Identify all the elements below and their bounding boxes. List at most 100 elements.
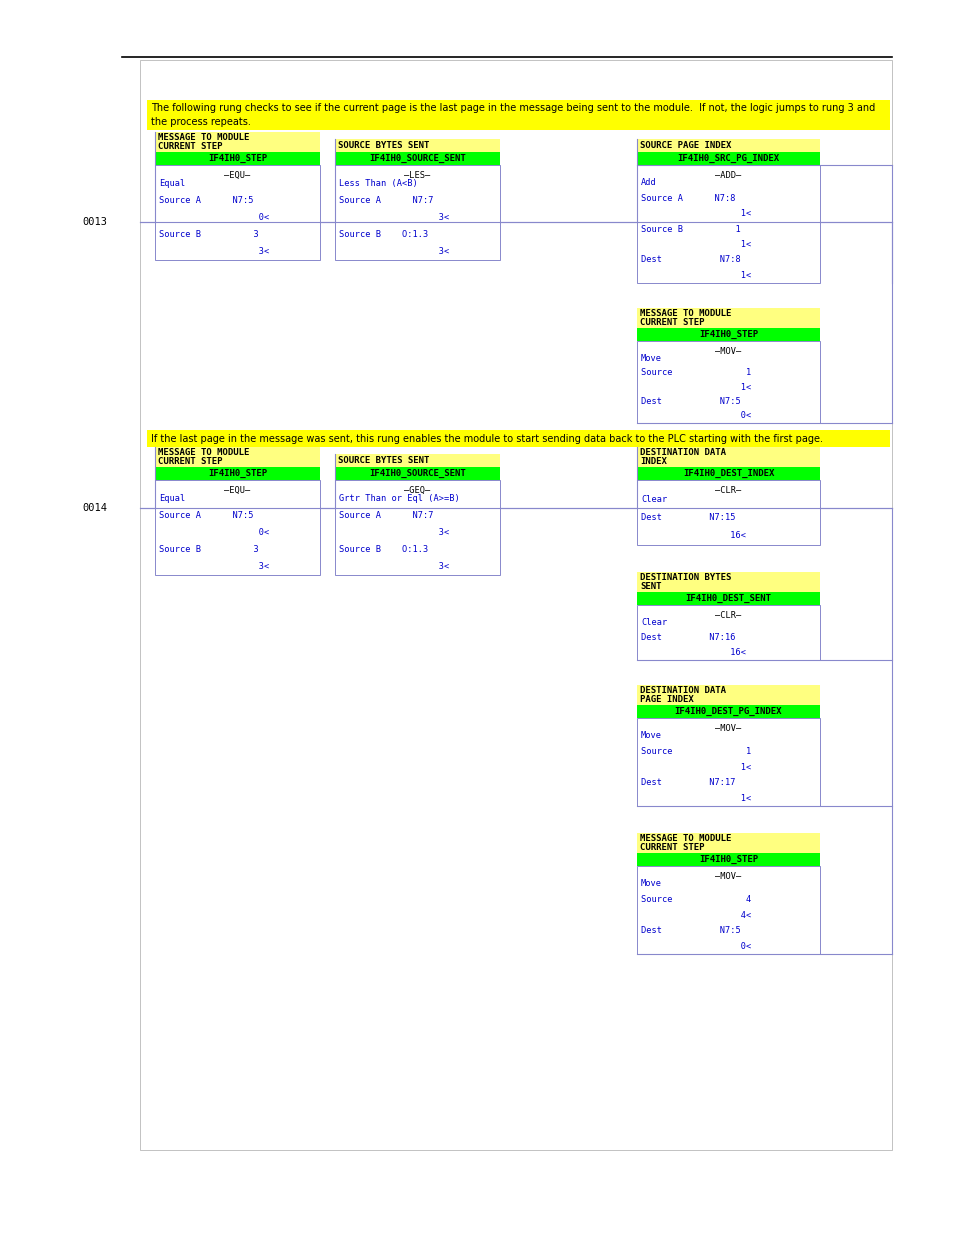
Text: 1<: 1< bbox=[640, 209, 750, 219]
Text: Source              1: Source 1 bbox=[640, 747, 750, 756]
FancyBboxPatch shape bbox=[335, 165, 499, 261]
Text: 16<: 16< bbox=[640, 648, 745, 657]
Text: IF4IH0_SOURCE_SENT: IF4IH0_SOURCE_SENT bbox=[369, 469, 465, 478]
Text: 1<: 1< bbox=[640, 794, 750, 803]
Text: 3<: 3< bbox=[338, 212, 449, 222]
Text: Move: Move bbox=[640, 353, 661, 363]
Text: 4<: 4< bbox=[640, 910, 750, 920]
FancyBboxPatch shape bbox=[637, 832, 820, 853]
Text: MESSAGE TO MODULE
CURRENT STEP: MESSAGE TO MODULE CURRENT STEP bbox=[158, 132, 249, 152]
FancyBboxPatch shape bbox=[154, 152, 319, 165]
Text: Equal: Equal bbox=[159, 494, 185, 503]
Text: Dest         N7:16: Dest N7:16 bbox=[640, 634, 735, 642]
Text: SOURCE PAGE INDEX: SOURCE PAGE INDEX bbox=[639, 141, 731, 149]
Text: 0<: 0< bbox=[159, 212, 269, 222]
Text: 3<: 3< bbox=[338, 562, 449, 571]
Text: Add: Add bbox=[640, 178, 656, 188]
FancyBboxPatch shape bbox=[637, 853, 820, 866]
Text: 0013: 0013 bbox=[82, 217, 108, 227]
Text: Source A      N7:5: Source A N7:5 bbox=[159, 196, 253, 205]
FancyBboxPatch shape bbox=[637, 447, 820, 467]
Text: —EQU—: —EQU— bbox=[224, 487, 251, 495]
FancyBboxPatch shape bbox=[637, 718, 820, 806]
Text: Source B    O:1.3: Source B O:1.3 bbox=[338, 230, 428, 240]
Text: Move: Move bbox=[640, 731, 661, 740]
FancyBboxPatch shape bbox=[637, 592, 820, 605]
FancyBboxPatch shape bbox=[637, 165, 820, 283]
FancyBboxPatch shape bbox=[637, 152, 820, 165]
Text: —GEQ—: —GEQ— bbox=[404, 487, 430, 495]
Text: Equal: Equal bbox=[159, 179, 185, 188]
Text: Clear: Clear bbox=[640, 618, 666, 627]
FancyBboxPatch shape bbox=[637, 341, 820, 424]
Text: DESTINATION BYTES
SENT: DESTINATION BYTES SENT bbox=[639, 573, 731, 592]
Text: 1<: 1< bbox=[640, 240, 750, 249]
FancyBboxPatch shape bbox=[154, 480, 319, 576]
FancyBboxPatch shape bbox=[637, 572, 820, 592]
Text: —ADD—: —ADD— bbox=[715, 170, 740, 180]
Text: IF4IH0_SRC_PG_INDEX: IF4IH0_SRC_PG_INDEX bbox=[677, 154, 779, 163]
FancyBboxPatch shape bbox=[335, 140, 499, 152]
Text: 1<: 1< bbox=[640, 270, 750, 280]
FancyBboxPatch shape bbox=[154, 132, 319, 152]
Text: Source B    O:1.3: Source B O:1.3 bbox=[338, 545, 428, 555]
FancyBboxPatch shape bbox=[154, 447, 319, 467]
Text: Dest         N7:17: Dest N7:17 bbox=[640, 778, 735, 787]
Text: Source B          1: Source B 1 bbox=[640, 225, 740, 233]
Text: Source              1: Source 1 bbox=[640, 368, 750, 377]
Text: Clear: Clear bbox=[640, 495, 666, 504]
FancyBboxPatch shape bbox=[637, 705, 820, 718]
Text: IF4IH0_STEP: IF4IH0_STEP bbox=[699, 330, 758, 340]
Text: 16<: 16< bbox=[640, 531, 745, 541]
Text: 3<: 3< bbox=[159, 247, 269, 256]
Text: DESTINATION DATA
PAGE INDEX: DESTINATION DATA PAGE INDEX bbox=[639, 685, 725, 704]
Text: IF4IH0_STEP: IF4IH0_STEP bbox=[699, 855, 758, 864]
Text: 0014: 0014 bbox=[82, 503, 108, 513]
Text: Dest           N7:5: Dest N7:5 bbox=[640, 926, 740, 935]
Text: SOURCE BYTES SENT: SOURCE BYTES SENT bbox=[337, 456, 429, 466]
FancyBboxPatch shape bbox=[147, 100, 889, 130]
FancyBboxPatch shape bbox=[335, 152, 499, 165]
Text: —CLR—: —CLR— bbox=[715, 487, 740, 495]
Text: Source B          3: Source B 3 bbox=[159, 230, 258, 240]
Text: MESSAGE TO MODULE
CURRENT STEP: MESSAGE TO MODULE CURRENT STEP bbox=[639, 834, 731, 852]
Text: Move: Move bbox=[640, 879, 661, 888]
Text: —CLR—: —CLR— bbox=[715, 611, 740, 620]
FancyBboxPatch shape bbox=[335, 454, 499, 467]
Text: —EQU—: —EQU— bbox=[224, 170, 251, 180]
Text: 3<: 3< bbox=[338, 529, 449, 537]
FancyBboxPatch shape bbox=[147, 430, 889, 447]
Text: —LES—: —LES— bbox=[404, 170, 430, 180]
FancyBboxPatch shape bbox=[637, 866, 820, 953]
Text: —MOV—: —MOV— bbox=[715, 872, 740, 881]
Text: MESSAGE TO MODULE
CURRENT STEP: MESSAGE TO MODULE CURRENT STEP bbox=[639, 309, 731, 327]
FancyBboxPatch shape bbox=[637, 329, 820, 341]
Text: MESSAGE TO MODULE
CURRENT STEP: MESSAGE TO MODULE CURRENT STEP bbox=[158, 447, 249, 467]
Text: Grtr Than or Eql (A>=B): Grtr Than or Eql (A>=B) bbox=[338, 494, 459, 503]
FancyBboxPatch shape bbox=[637, 685, 820, 705]
Text: Source A      N7:5: Source A N7:5 bbox=[159, 511, 253, 520]
Text: 0<: 0< bbox=[640, 942, 750, 951]
Text: Dest         N7:15: Dest N7:15 bbox=[640, 513, 735, 522]
Text: The following rung checks to see if the current page is the last page in the mes: The following rung checks to see if the … bbox=[151, 104, 874, 114]
Text: —MOV—: —MOV— bbox=[715, 347, 740, 356]
Text: Dest           N7:8: Dest N7:8 bbox=[640, 256, 740, 264]
Text: If the last page in the message was sent, this rung enables the module to start : If the last page in the message was sent… bbox=[151, 433, 822, 443]
Text: 0<: 0< bbox=[159, 529, 269, 537]
FancyBboxPatch shape bbox=[637, 605, 820, 659]
Text: Less Than (A<B): Less Than (A<B) bbox=[338, 179, 417, 188]
Text: Source B          3: Source B 3 bbox=[159, 545, 258, 555]
Text: the process repeats.: the process repeats. bbox=[151, 116, 251, 127]
Text: 1<: 1< bbox=[640, 762, 750, 772]
Text: Dest           N7:5: Dest N7:5 bbox=[640, 396, 740, 406]
FancyBboxPatch shape bbox=[335, 467, 499, 480]
Text: IF4IH0_DEST_INDEX: IF4IH0_DEST_INDEX bbox=[682, 469, 774, 478]
Text: IF4IH0_DEST_SENT: IF4IH0_DEST_SENT bbox=[685, 594, 771, 603]
FancyBboxPatch shape bbox=[637, 308, 820, 329]
Text: IF4IH0_STEP: IF4IH0_STEP bbox=[208, 469, 267, 478]
FancyBboxPatch shape bbox=[637, 480, 820, 545]
FancyBboxPatch shape bbox=[335, 480, 499, 576]
Text: Source A      N7:7: Source A N7:7 bbox=[338, 196, 433, 205]
Text: 0<: 0< bbox=[640, 411, 750, 420]
Text: 3<: 3< bbox=[338, 247, 449, 256]
